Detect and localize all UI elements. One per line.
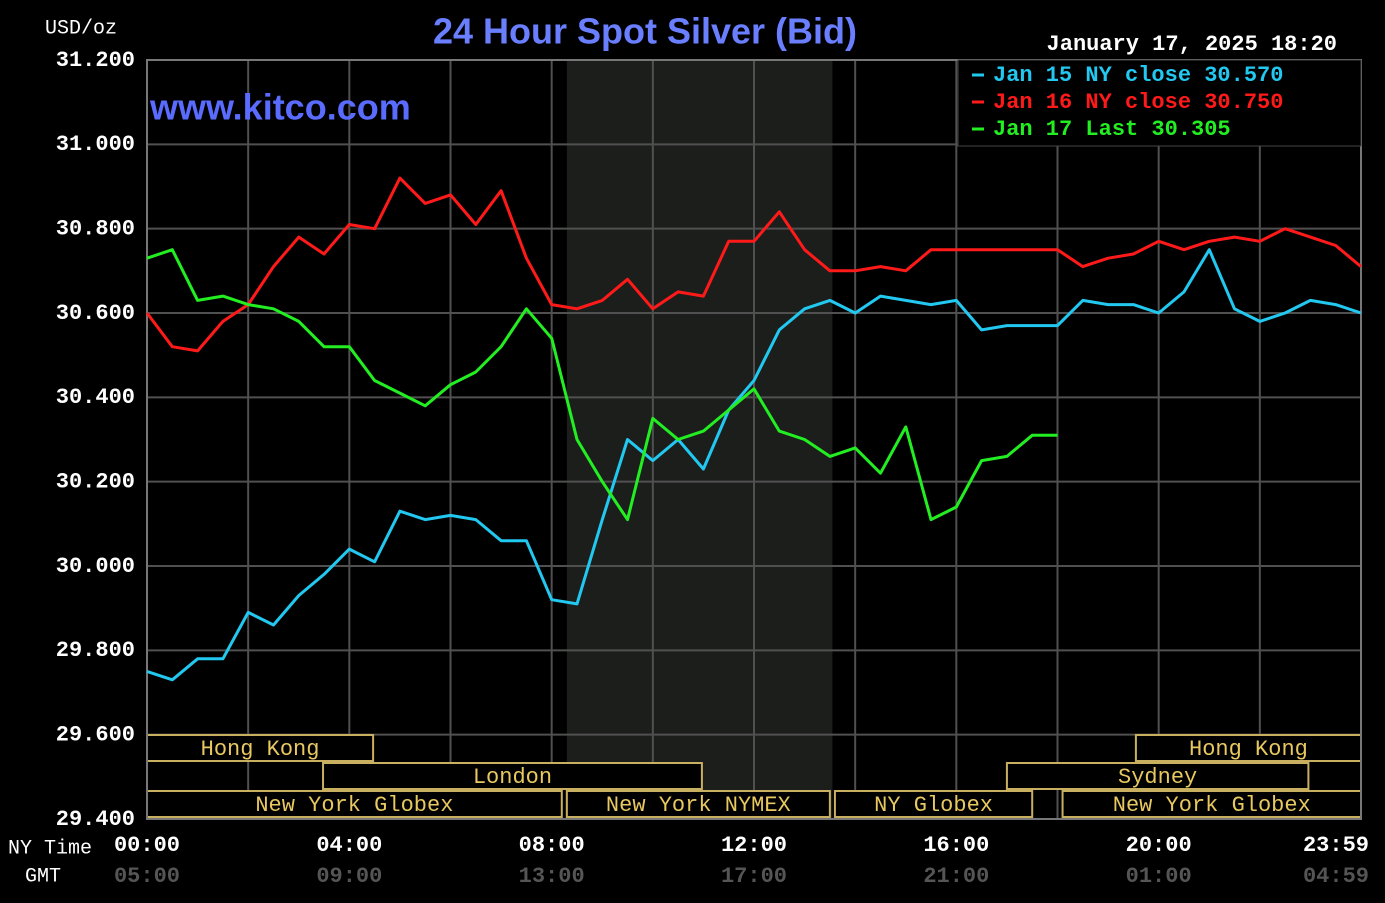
session-bar (322, 762, 703, 790)
legend-label: Jan 17 Last 30.305 (993, 117, 1231, 142)
y-tick-label: 29.800 (56, 638, 135, 663)
session-label: NY Globex (874, 793, 993, 818)
session-label: New York Globex (1113, 793, 1311, 818)
series-line (145, 176, 1362, 353)
x2-tick-label: 04:59 (1303, 864, 1369, 889)
series-line (146, 248, 1058, 522)
session-label: New York NYMEX (606, 793, 791, 818)
session-bar (1061, 790, 1363, 818)
legend-label: Jan 15 NY close 30.570 (993, 63, 1283, 88)
x-tick-label: 20:00 (1126, 833, 1192, 858)
x-tick-label: 08:00 (519, 833, 585, 858)
x-tick-label: 16:00 (923, 833, 989, 858)
x2-tick-label: 01:00 (1126, 864, 1192, 889)
session-label: Sydney (1118, 765, 1197, 790)
session-bar (146, 790, 563, 818)
session-bar (1134, 734, 1363, 762)
chart-title: 24 Hour Spot Silver (Bid) (433, 11, 857, 52)
series-line (146, 248, 1362, 682)
x-tick-label: 04:00 (316, 833, 382, 858)
y-tick-label: 29.600 (56, 722, 135, 747)
y-tick-label: 30.000 (56, 554, 135, 579)
y-tick-label: 29.400 (56, 807, 135, 832)
legend-box (957, 59, 1362, 147)
x-axis-label: NY Time (8, 837, 92, 860)
x-tick-label: 00:00 (114, 833, 180, 858)
session-bar (565, 790, 831, 818)
y-tick-label: 31.200 (56, 48, 135, 73)
x-tick-label: 12:00 (721, 833, 787, 858)
x2-tick-label: 09:00 (316, 864, 382, 889)
legend-label: Jan 16 NY close 30.750 (993, 90, 1283, 115)
plot-frame (146, 59, 1362, 820)
x-tick-label: 23:59 (1303, 833, 1369, 858)
x2-axis-label: GMT (25, 865, 61, 888)
x2-tick-label: 13:00 (519, 864, 585, 889)
x2-tick-label: 17:00 (721, 864, 787, 889)
session-label: Hong Kong (201, 737, 320, 762)
session-bar (146, 734, 375, 762)
session-label: New York Globex (255, 793, 453, 818)
watermark: www.kitco.com (149, 87, 411, 128)
session-label: Hong Kong (1189, 737, 1308, 762)
y-tick-label: 30.800 (56, 216, 135, 241)
x2-tick-label: 21:00 (923, 864, 989, 889)
y-tick-label: 31.000 (56, 132, 135, 157)
y-tick-label: 30.600 (56, 301, 135, 326)
timestamp: January 17, 2025 18:20 (1047, 32, 1337, 57)
y-tick-label: 30.400 (56, 385, 135, 410)
x2-tick-label: 05:00 (114, 864, 180, 889)
y-tick-label: 30.200 (56, 469, 135, 494)
shaded-region (566, 60, 833, 819)
session-bar (833, 790, 1034, 818)
session-bar (1005, 762, 1310, 790)
y-axis-label: USD/oz (45, 17, 117, 40)
session-label: London (473, 765, 552, 790)
